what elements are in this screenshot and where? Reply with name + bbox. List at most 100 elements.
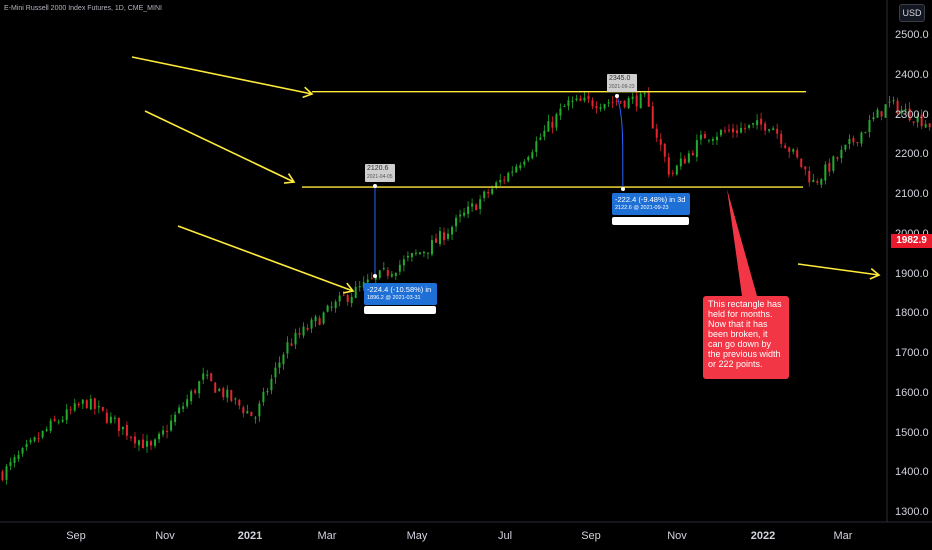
measure-2-line[interactable] xyxy=(616,95,624,190)
candle-body xyxy=(884,104,887,118)
candle-body xyxy=(218,388,221,392)
candle-body xyxy=(49,420,52,431)
candle-body xyxy=(242,407,245,414)
candle-body xyxy=(198,381,201,394)
candle-body xyxy=(306,327,309,330)
candle-body xyxy=(338,295,341,302)
candle-body xyxy=(57,421,60,423)
price-label-1-value: 2120.6 xyxy=(367,165,389,172)
candle-body xyxy=(410,253,413,258)
candle-body xyxy=(800,158,803,168)
price-label-1-date: 2021-04-05 xyxy=(367,174,393,180)
arrow-support[interactable] xyxy=(144,110,295,183)
candle-body xyxy=(182,406,185,409)
candle-body xyxy=(780,133,783,144)
candle-body xyxy=(443,232,446,241)
candle-body xyxy=(675,165,678,175)
candle-body xyxy=(254,417,257,419)
candle-body xyxy=(872,117,875,120)
candle-body xyxy=(671,172,674,174)
candle-body xyxy=(137,440,140,446)
candle-body xyxy=(796,150,799,158)
candle-body xyxy=(740,127,743,133)
candle-body xyxy=(222,388,225,398)
candle-body xyxy=(764,123,767,131)
candle-body xyxy=(808,171,811,183)
candle-body xyxy=(471,203,474,207)
candle-body xyxy=(366,279,369,283)
arrow-projection[interactable] xyxy=(797,263,880,276)
arrow-support-head[interactable] xyxy=(283,173,296,184)
candle-body xyxy=(655,128,658,138)
time-axis-label: Jul xyxy=(497,530,513,542)
candle-body xyxy=(619,101,622,103)
candle-body xyxy=(206,374,209,376)
candle-body xyxy=(166,431,169,433)
candle-body xyxy=(133,436,136,444)
candle-body xyxy=(635,95,638,107)
candle-body xyxy=(238,399,241,406)
candle-body xyxy=(310,319,313,329)
candle-body xyxy=(382,268,385,270)
measure-1-change: -224.4 (-10.58%) in xyxy=(367,285,432,294)
candle-body xyxy=(844,144,847,150)
candle-body xyxy=(479,199,482,209)
candle-body xyxy=(583,97,586,101)
candle-body xyxy=(515,166,518,173)
candle-body xyxy=(732,128,735,133)
candle-body xyxy=(812,179,815,182)
candle-body xyxy=(342,294,345,296)
candle-body xyxy=(707,139,710,141)
time-axis-label: 2022 xyxy=(750,530,776,542)
candle-body xyxy=(414,252,417,254)
candle-body xyxy=(322,312,325,324)
candle-body xyxy=(262,391,265,403)
candle-body xyxy=(699,134,702,140)
candle-body xyxy=(555,114,558,128)
measure-2-start-dot[interactable] xyxy=(615,94,619,98)
candle-body xyxy=(679,158,682,167)
candle-body xyxy=(101,406,104,411)
candle-body xyxy=(61,419,64,422)
candle-body xyxy=(892,100,895,102)
candle-body xyxy=(81,399,84,404)
candle-body xyxy=(418,252,421,255)
measure-label-2[interactable]: -222.4 (-9.48%) in 3d 2122.6 @ 2021-09-2… xyxy=(612,193,690,215)
candle-body xyxy=(904,109,907,111)
candle-body xyxy=(491,188,494,194)
candle-body xyxy=(286,342,289,354)
candle-body xyxy=(451,227,454,235)
price-label-2-date: 2021-09-23 xyxy=(609,84,635,90)
measure-label-1[interactable]: -224.4 (-10.58%) in 1896.2 @ 2021-03-31 xyxy=(364,283,437,305)
candle-body xyxy=(900,109,903,114)
candle-body xyxy=(639,93,642,109)
candle-body xyxy=(824,164,827,181)
arrow-support-target-head[interactable] xyxy=(343,282,355,294)
candle-body xyxy=(266,391,269,393)
measure-2-end-dot[interactable] xyxy=(621,187,625,191)
candle-body xyxy=(567,100,570,107)
candle-body xyxy=(25,443,28,448)
candle-body xyxy=(1,471,4,481)
candle-body xyxy=(463,212,466,216)
price-axis-label: 2300.0 xyxy=(895,108,929,121)
price-label-2[interactable]: 2345.0 2021-09-23 xyxy=(607,74,637,92)
candle-body xyxy=(748,124,751,128)
candle-body xyxy=(503,179,506,181)
measure-1-start-dot[interactable] xyxy=(373,184,377,188)
candle-body xyxy=(475,204,478,211)
candle-body xyxy=(33,437,36,441)
arrow-projection-head[interactable] xyxy=(869,268,881,280)
arrow-resistance[interactable] xyxy=(131,56,313,95)
measure-1-end-dot[interactable] xyxy=(373,274,377,278)
candle-body xyxy=(868,120,871,133)
candle-body xyxy=(715,136,718,141)
candle-body xyxy=(326,305,329,312)
analysis-note[interactable]: This rectangle has held for months. Now … xyxy=(703,296,789,379)
arrow-resistance-head[interactable] xyxy=(302,86,314,99)
currency-button[interactable]: USD xyxy=(899,4,925,22)
arrow-support-target[interactable] xyxy=(177,225,354,292)
price-label-1[interactable]: 2120.6 2021-04-05 xyxy=(365,164,395,182)
note-pointer[interactable] xyxy=(727,189,757,296)
